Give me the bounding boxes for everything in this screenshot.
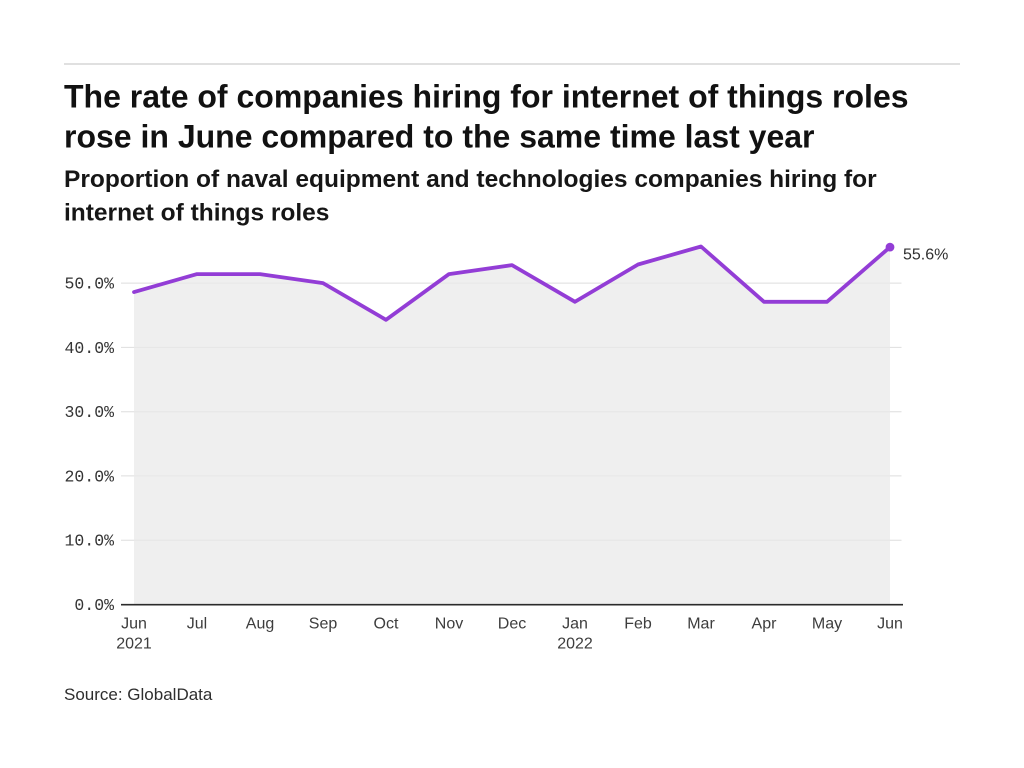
svg-text:2022: 2022 bbox=[557, 636, 593, 653]
svg-text:Source: GlobalData: Source: GlobalData bbox=[64, 685, 213, 704]
svg-text:Jul: Jul bbox=[187, 616, 207, 633]
svg-text:Sep: Sep bbox=[309, 616, 338, 633]
svg-text:0.0%: 0.0% bbox=[74, 596, 114, 615]
svg-text:Jan: Jan bbox=[562, 616, 588, 633]
svg-text:40.0%: 40.0% bbox=[64, 339, 114, 358]
svg-text:50.0%: 50.0% bbox=[64, 275, 114, 294]
svg-text:Apr: Apr bbox=[752, 616, 778, 633]
svg-text:55.6%: 55.6% bbox=[903, 247, 948, 264]
svg-text:30.0%: 30.0% bbox=[64, 403, 114, 422]
svg-text:Oct: Oct bbox=[374, 616, 399, 633]
svg-text:20.0%: 20.0% bbox=[64, 467, 114, 486]
svg-text:2021: 2021 bbox=[116, 636, 152, 653]
svg-text:Proportion of naval equipment: Proportion of naval equipment and techno… bbox=[64, 166, 877, 193]
svg-text:Feb: Feb bbox=[624, 616, 652, 633]
svg-text:The rate of companies hiring f: The rate of companies hiring for interne… bbox=[64, 79, 909, 115]
svg-text:May: May bbox=[812, 616, 842, 633]
svg-text:Jun: Jun bbox=[877, 616, 903, 633]
svg-text:10.0%: 10.0% bbox=[64, 532, 114, 551]
svg-text:rose in June compared to the s: rose in June compared to the same time l… bbox=[64, 119, 815, 155]
svg-text:Dec: Dec bbox=[498, 616, 526, 633]
svg-text:Nov: Nov bbox=[435, 616, 463, 633]
svg-text:Mar: Mar bbox=[687, 616, 715, 633]
svg-text:Aug: Aug bbox=[246, 616, 274, 633]
svg-text:internet of things roles: internet of things roles bbox=[64, 200, 329, 227]
svg-text:Jun: Jun bbox=[121, 616, 147, 633]
